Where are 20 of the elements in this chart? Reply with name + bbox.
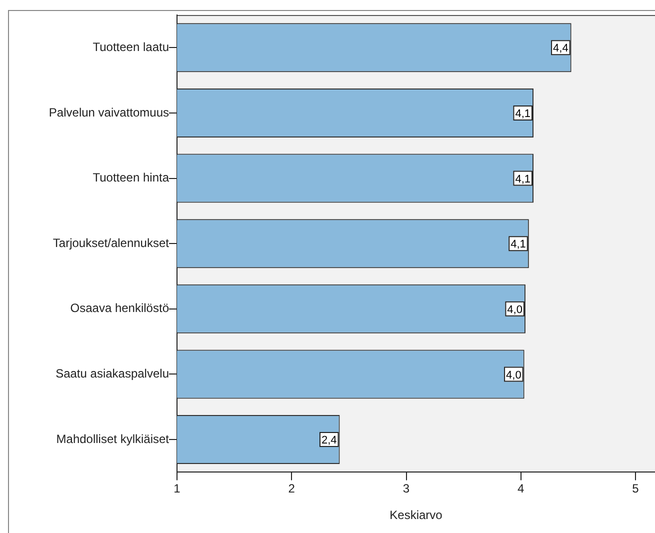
y-tick-label: Osaava henkilöstö [70, 301, 170, 316]
y-tick-label: Tuotteen hinta [92, 170, 170, 185]
data-label: 4,1 [515, 108, 530, 120]
data-label: 4,1 [510, 238, 526, 251]
data-label: 4,0 [506, 369, 522, 382]
x-axis-title: Keskiarvo [390, 508, 443, 522]
x-tick-label: 5 [632, 482, 640, 496]
x-tick-label: 4 [518, 482, 525, 496]
data-label: 2,4 [321, 434, 337, 447]
y-tick-label: Palvelun vaivattomuus [48, 105, 169, 120]
y-tick-label: Saatu asiakaspalvelu [56, 366, 169, 381]
data-label: 4,0 [507, 304, 522, 316]
x-tick-label: 1 [174, 482, 181, 496]
data-label: 4,4 [553, 42, 568, 55]
x-tick-label: 2 [288, 482, 296, 496]
y-tick-label: Mahdolliset kylkiäiset [56, 432, 170, 446]
data-label: 4,1 [515, 173, 530, 186]
y-tick-label: Tuotteen laatu [92, 40, 169, 54]
y-tick-label: Tarjoukset/alennukset [52, 236, 170, 250]
x-tick-label: 3 [402, 482, 410, 496]
